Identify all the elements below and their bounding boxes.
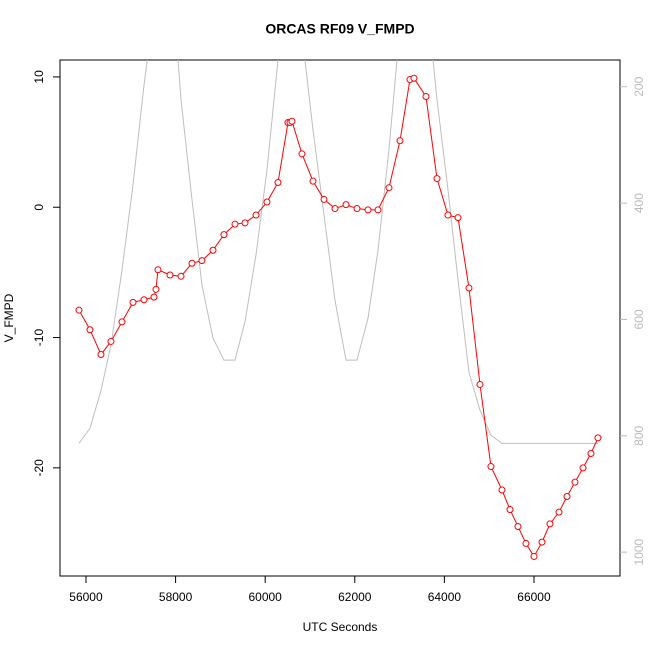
data-point — [546, 520, 554, 528]
x-tick-label: 58000 — [159, 590, 193, 604]
data-point — [555, 508, 563, 516]
data-point — [342, 201, 350, 209]
data-point — [587, 450, 595, 458]
data-point — [263, 198, 271, 206]
data-point — [209, 246, 217, 254]
data-point — [309, 177, 317, 185]
data-point — [410, 74, 418, 82]
data-point — [396, 137, 404, 145]
y2-tick-label: 1000 — [632, 538, 646, 565]
y2-tick-label: 400 — [632, 193, 646, 213]
y-axis-label: V_FMPD — [2, 293, 16, 342]
data-point — [579, 464, 587, 472]
data-point — [86, 326, 94, 334]
data-point — [571, 478, 579, 486]
data-point — [107, 337, 115, 345]
data-point — [444, 211, 452, 219]
x-tick-label: 62000 — [338, 590, 372, 604]
data-point — [454, 214, 462, 222]
data-point — [476, 380, 484, 388]
y-tick-label: -10 — [32, 329, 46, 347]
x-tick-label: 64000 — [428, 590, 462, 604]
data-point — [331, 205, 339, 213]
data-point — [506, 506, 514, 514]
data-point — [385, 184, 393, 192]
data-point — [166, 271, 174, 279]
y-tick-label: 10 — [32, 70, 46, 84]
data-point — [514, 522, 522, 530]
data-point — [97, 350, 105, 358]
data-point — [364, 206, 372, 214]
plot-area — [75, 60, 602, 560]
data-point — [422, 92, 430, 100]
data-point — [188, 259, 196, 267]
data-point — [150, 293, 158, 301]
x-tick-label: 66000 — [517, 590, 551, 604]
data-point — [465, 284, 473, 292]
data-point — [288, 117, 296, 125]
data-point — [241, 219, 249, 227]
data-point — [75, 306, 83, 314]
data-point — [252, 211, 260, 219]
plot-box — [59, 59, 621, 577]
data-point — [152, 285, 160, 293]
data-point — [231, 220, 239, 228]
data-point — [198, 257, 206, 265]
x-axis-label: UTC Seconds — [303, 620, 378, 634]
y-tick-label: 0 — [32, 204, 46, 211]
data-point — [538, 538, 546, 546]
data-point — [140, 296, 148, 304]
y2-tick-label: 800 — [632, 425, 646, 445]
data-point — [433, 175, 441, 183]
data-point — [530, 552, 538, 560]
data-point — [487, 463, 495, 471]
data-point — [220, 231, 228, 239]
x-tick-label: 60000 — [248, 590, 282, 604]
data-point — [522, 539, 530, 547]
y-tick-label: -20 — [32, 459, 46, 477]
series-line — [78, 60, 599, 444]
data-point — [177, 272, 185, 280]
data-point — [498, 486, 506, 494]
x-tick-label: 56000 — [69, 590, 103, 604]
y2-tick-label: 600 — [632, 309, 646, 329]
data-point — [118, 318, 126, 326]
data-point — [563, 493, 571, 501]
data-point — [374, 206, 382, 214]
data-point — [154, 266, 162, 274]
data-point — [594, 434, 602, 442]
data-point — [320, 195, 328, 203]
y2-tick-label: 200 — [632, 76, 646, 96]
data-point — [129, 298, 137, 306]
data-point — [298, 150, 306, 158]
chart-title: ORCAS RF09 V_FMPD — [265, 21, 414, 37]
data-point — [274, 178, 282, 186]
data-point — [353, 205, 361, 213]
